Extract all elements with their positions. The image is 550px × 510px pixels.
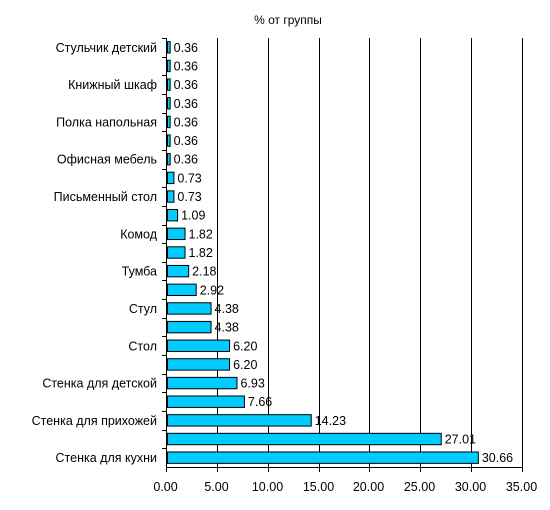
- data-label: 0.36: [174, 97, 198, 111]
- bar: [167, 451, 479, 464]
- data-labels: 0.36 0.36 0.36 0.36 0.36 0.36 0.36 0.73 0.73 1.09…: [174, 41, 514, 465]
- category-label: Комод: [120, 227, 158, 241]
- x-tick-label: 25.00: [404, 480, 435, 494]
- x-tick-labels: 0.00 5.00 10.00 15.00 20.00 25.00 30.00 35.00: [153, 480, 537, 494]
- bar: [167, 115, 171, 129]
- data-label: 0.36: [174, 153, 198, 167]
- bar: [167, 358, 231, 371]
- category-label: Стенка для детской: [42, 377, 157, 391]
- data-label: 1.82: [189, 246, 213, 260]
- category-label: Стенка для кухни: [56, 451, 157, 465]
- bars: [167, 41, 479, 464]
- bar: [167, 432, 442, 446]
- data-label: 0.36: [174, 134, 198, 148]
- category-label: Стул: [129, 302, 157, 316]
- data-label: 0.36: [174, 115, 198, 129]
- data-label: 0.36: [174, 59, 198, 73]
- category-label: Стульчик детский: [56, 41, 157, 55]
- axes: [162, 38, 523, 472]
- category-label: Стол: [128, 339, 157, 353]
- data-label: 4.38: [215, 302, 239, 316]
- data-label: 1.82: [189, 227, 213, 241]
- bar: [167, 339, 231, 352]
- grid-lines: [217, 38, 523, 467]
- data-label: 6.20: [233, 358, 257, 372]
- bar: [167, 414, 312, 427]
- data-label: 1.09: [181, 209, 205, 223]
- bar: [167, 171, 175, 185]
- bar: [167, 78, 171, 91]
- bar: [167, 97, 171, 110]
- x-tick-label: 5.00: [204, 480, 228, 494]
- data-label: 27.01: [445, 433, 476, 447]
- bar: [167, 59, 171, 73]
- bar: [167, 376, 238, 390]
- x-tick-label: 30.00: [455, 480, 486, 494]
- x-tick-label: 35.00: [506, 480, 537, 494]
- x-tick-label: 0.00: [153, 480, 177, 494]
- category-label: Офисная мебель: [57, 153, 157, 167]
- bar: [167, 153, 171, 166]
- bar: [167, 395, 245, 408]
- category-label: Письменный стол: [54, 190, 157, 204]
- bar: [167, 264, 190, 278]
- bar: [167, 227, 186, 241]
- data-label: 30.66: [482, 451, 513, 465]
- x-tick-label: 20.00: [353, 480, 384, 494]
- data-label: 6.93: [240, 377, 264, 391]
- bar: [167, 134, 171, 147]
- bar: [167, 41, 171, 54]
- category-label: Стенка для прихожей: [32, 414, 157, 428]
- bar: [167, 208, 179, 222]
- chart-title: % от группы: [254, 13, 322, 27]
- data-label: 2.92: [200, 283, 224, 297]
- bar: [167, 283, 197, 297]
- x-tick-label: 15.00: [303, 480, 334, 494]
- data-label: 14.23: [315, 414, 346, 428]
- category-label: Книжный шкаф: [68, 78, 157, 92]
- data-label: 7.66: [248, 395, 272, 409]
- bar: [167, 190, 175, 203]
- data-label: 6.20: [233, 339, 257, 353]
- bar: [167, 246, 186, 259]
- x-tick-label: 10.00: [252, 480, 283, 494]
- category-label: Полка напольная: [56, 115, 157, 129]
- data-label: 0.36: [174, 41, 198, 55]
- category-labels: Стульчик детский Книжный шкаф Полка наполь…: [32, 41, 158, 465]
- bar: [167, 302, 212, 315]
- data-label: 4.38: [215, 321, 239, 335]
- data-label: 2.18: [192, 265, 216, 279]
- data-label: 0.36: [174, 78, 198, 92]
- data-label: 0.73: [177, 171, 201, 185]
- category-label: Тумба: [122, 265, 157, 279]
- data-label: 0.73: [177, 190, 201, 204]
- bar: [167, 320, 212, 334]
